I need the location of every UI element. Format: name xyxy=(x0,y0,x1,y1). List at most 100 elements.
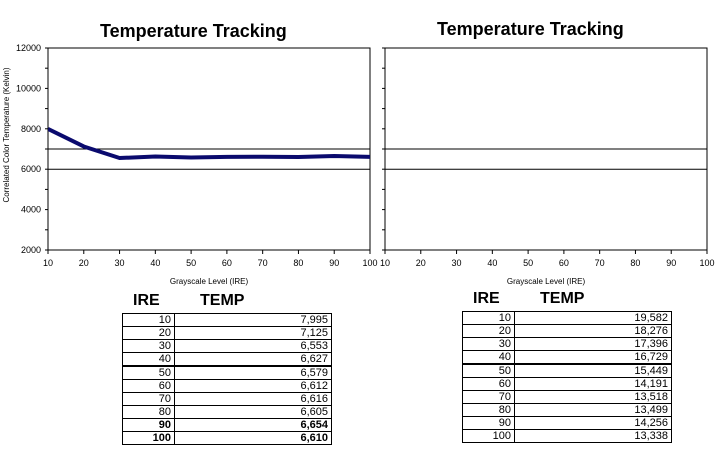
temp-cell: 6,654 xyxy=(174,418,332,432)
table-right-header-ire: IRE xyxy=(473,290,500,307)
table-row: 30 17,396 xyxy=(462,337,672,351)
ire-cell: 90 xyxy=(462,416,515,430)
x-axis-title-right: Grayscale Level (IRE) xyxy=(507,277,586,286)
table-row: 90 6,654 xyxy=(122,418,332,432)
x-tick-label-right: 50 xyxy=(523,258,533,268)
table-right-header-temp: TEMP xyxy=(540,290,585,307)
x-tick-label-left: 70 xyxy=(258,258,268,268)
x-tick-label-left: 100 xyxy=(362,258,377,268)
table-row: 20 18,276 xyxy=(462,324,672,338)
chart-title-left: Temperature Tracking xyxy=(100,21,287,41)
table-row: 80 6,605 xyxy=(122,405,332,419)
table-row: 60 6,612 xyxy=(122,379,332,393)
x-tick-label-left: 30 xyxy=(115,258,125,268)
table-right: 10 19,582 20 18,276 30 17,396 40 16,729 50 15,449… xyxy=(462,311,672,443)
ire-cell: 60 xyxy=(122,379,175,393)
temp-cell: 7,995 xyxy=(174,313,332,327)
temp-cell: 13,499 xyxy=(514,403,672,417)
chart-title-right: Temperature Tracking xyxy=(437,19,624,39)
temp-cell: 13,518 xyxy=(514,390,672,404)
y-tick-label-left: 6000 xyxy=(21,164,41,174)
temp-cell: 6,616 xyxy=(174,392,332,406)
table-row: 50 15,449 xyxy=(462,363,672,378)
y-axis-title-left: Correlated Color Temperature (Kelvin) xyxy=(2,67,11,202)
x-tick-label-right: 10 xyxy=(380,258,390,268)
ire-cell: 10 xyxy=(122,313,175,327)
ire-cell: 100 xyxy=(462,429,515,443)
ire-cell: 100 xyxy=(122,431,175,445)
table-left: 10 7,995 20 7,125 30 6,553 40 6,627 50 6,579 60 6,6… xyxy=(122,313,332,445)
x-tick-label-right: 90 xyxy=(666,258,676,268)
table-left-header-ire: IRE xyxy=(133,292,160,309)
ire-cell: 10 xyxy=(462,311,515,325)
table-row: 30 6,553 xyxy=(122,339,332,353)
temp-cell: 7,125 xyxy=(174,326,332,340)
temp-cell: 6,610 xyxy=(174,431,332,445)
ire-cell: 30 xyxy=(122,339,175,353)
y-tick-label-left: 4000 xyxy=(21,205,41,215)
x-tick-label-left: 40 xyxy=(150,258,160,268)
table-row: 70 13,518 xyxy=(462,390,672,404)
temp-cell: 6,605 xyxy=(174,405,332,419)
y-tick-label-left: 2000 xyxy=(21,245,41,255)
ire-cell: 40 xyxy=(122,352,175,367)
x-tick-label-right: 80 xyxy=(630,258,640,268)
table-row: 40 6,627 xyxy=(122,352,332,367)
temp-cell: 6,553 xyxy=(174,339,332,353)
temp-cell: 15,449 xyxy=(514,363,672,378)
ire-cell: 20 xyxy=(122,326,175,340)
table-row: 100 6,610 xyxy=(122,431,332,445)
ire-cell: 50 xyxy=(122,365,175,380)
table-row: 20 7,125 xyxy=(122,326,332,340)
temp-cell: 6,627 xyxy=(174,352,332,367)
series-line-right xyxy=(385,0,707,21)
x-tick-label-right: 30 xyxy=(452,258,462,268)
ire-cell: 50 xyxy=(462,363,515,378)
x-tick-label-right: 70 xyxy=(595,258,605,268)
x-tick-label-left: 90 xyxy=(329,258,339,268)
x-tick-label-left: 50 xyxy=(186,258,196,268)
y-tick-label-left: 8000 xyxy=(21,124,41,134)
x-tick-label-right: 20 xyxy=(416,258,426,268)
x-tick-label-left: 80 xyxy=(293,258,303,268)
x-tick-label-left: 20 xyxy=(79,258,89,268)
ire-cell: 70 xyxy=(122,392,175,406)
table-row: 60 14,191 xyxy=(462,377,672,391)
temp-cell: 18,276 xyxy=(514,324,672,338)
table-row: 80 13,499 xyxy=(462,403,672,417)
ire-cell: 70 xyxy=(462,390,515,404)
ire-cell: 20 xyxy=(462,324,515,338)
table-left-header-temp: TEMP xyxy=(200,292,245,309)
temp-cell: 17,396 xyxy=(514,337,672,351)
table-row: 70 6,616 xyxy=(122,392,332,406)
x-tick-label-right: 100 xyxy=(699,258,714,268)
x-tick-label-left: 10 xyxy=(43,258,53,268)
series-line-left xyxy=(48,127,370,161)
x-tick-label-right: 40 xyxy=(487,258,497,268)
ire-cell: 80 xyxy=(462,403,515,417)
y-tick-label-left: 12000 xyxy=(16,43,41,53)
table-row: 100 13,338 xyxy=(462,429,672,443)
temp-cell: 6,579 xyxy=(174,365,332,380)
table-row: 90 14,256 xyxy=(462,416,672,430)
table-row: 10 19,582 xyxy=(462,311,672,325)
x-axis-title-left: Grayscale Level (IRE) xyxy=(170,277,249,286)
temp-cell: 19,582 xyxy=(514,311,672,325)
temp-cell: 13,338 xyxy=(514,429,672,443)
table-row: 10 7,995 xyxy=(122,313,332,327)
ire-cell: 60 xyxy=(462,377,515,391)
ire-cell: 30 xyxy=(462,337,515,351)
y-tick-label-left: 10000 xyxy=(16,83,41,93)
table-row: 50 6,579 xyxy=(122,365,332,380)
x-tick-label-left: 60 xyxy=(222,258,232,268)
ire-cell: 90 xyxy=(122,418,175,432)
table-row: 40 16,729 xyxy=(462,350,672,365)
temp-cell: 14,191 xyxy=(514,377,672,391)
temp-cell: 6,612 xyxy=(174,379,332,393)
temp-cell: 14,256 xyxy=(514,416,672,430)
temp-cell: 16,729 xyxy=(514,350,672,365)
x-tick-label-right: 60 xyxy=(559,258,569,268)
ire-cell: 40 xyxy=(462,350,515,365)
ire-cell: 80 xyxy=(122,405,175,419)
